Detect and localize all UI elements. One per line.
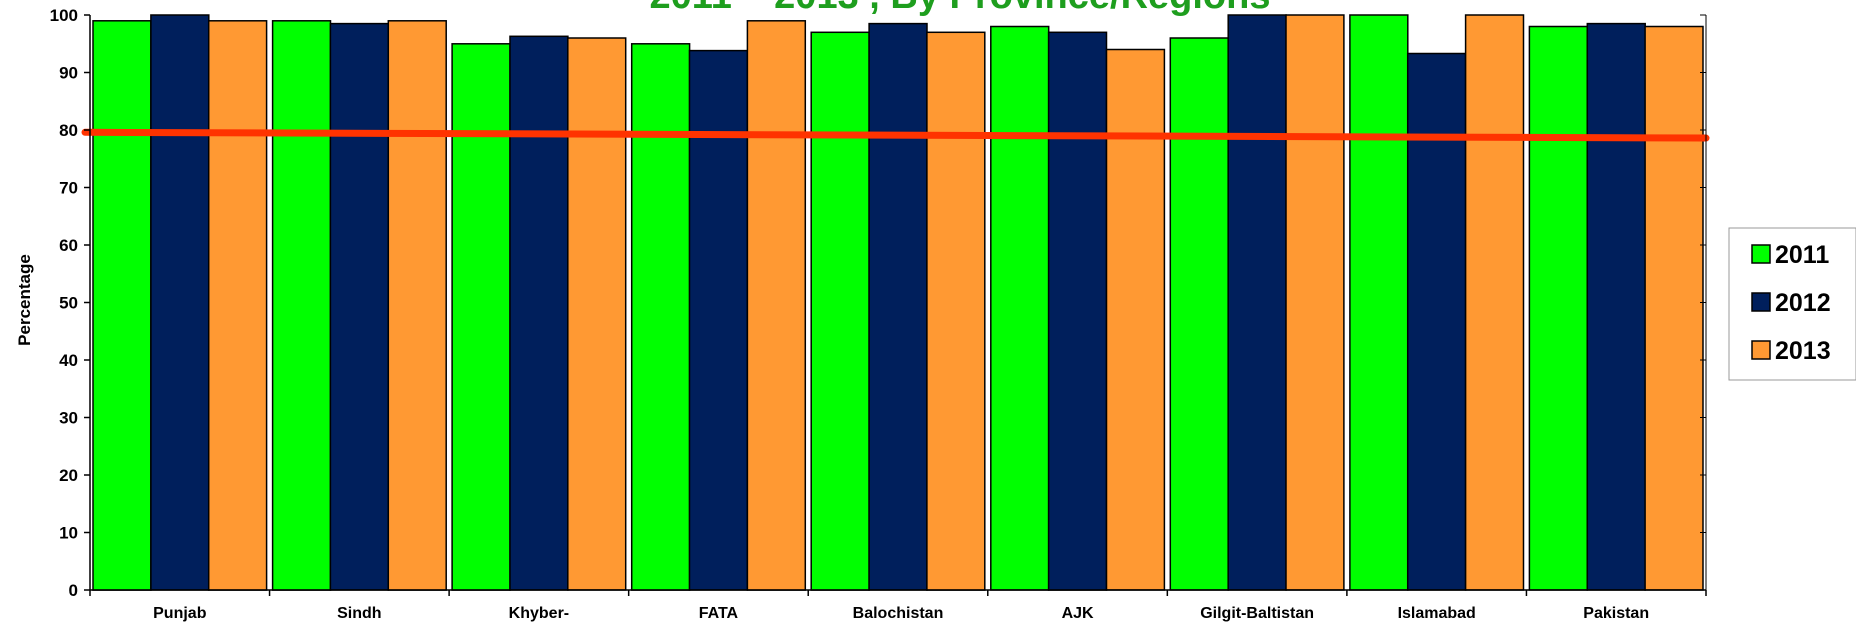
chart-title: 2011 – 2013 , By Province/Regions [649, 0, 1270, 17]
y-tick-label: 50 [59, 294, 78, 313]
y-tick-label: 60 [59, 236, 78, 255]
reference-line [81, 128, 1710, 142]
bar-group-khyber- [451, 35, 627, 591]
bar-2012-pakistan [1586, 22, 1646, 591]
legend-label-2013: 2013 [1775, 337, 1831, 365]
bar-2011-fata [630, 43, 691, 591]
x-tick-label: Punjab [153, 605, 207, 622]
bar-2013-ajk [1105, 48, 1166, 591]
x-tick-label: Islamabad [1398, 605, 1476, 622]
bar-2011-gilgit-baltistan [1169, 37, 1229, 591]
bar-2013-khyber- [567, 37, 627, 591]
axis-layer: Punjab Sindh Khyber- FATA Balochistan AJK Gilg… [50, 6, 1707, 622]
bar-2013-balochistan [926, 31, 986, 591]
y-tick-label: 0 [69, 581, 78, 600]
bars-layer [81, 14, 1710, 591]
bar-2012-punjab [150, 14, 210, 591]
bar-2013-fata [746, 20, 807, 591]
x-tick-label: Gilgit-Baltistan [1200, 605, 1314, 622]
bar-2012-ajk [1047, 31, 1108, 591]
bar-2011-sindh [271, 20, 332, 591]
bar-2013-islamabad [1464, 14, 1525, 591]
bar-2013-pakistan [1644, 25, 1704, 591]
x-tick-label: AJK [1062, 605, 1094, 622]
y-tick-label: 30 [59, 409, 78, 428]
legend-label-2011: 2011 [1775, 241, 1829, 269]
bar-group-fata [630, 20, 807, 591]
bar-2011-punjab [92, 20, 152, 591]
bar-group-ajk [990, 25, 1166, 591]
bar-2013-gilgit-baltistan [1285, 14, 1345, 591]
y-tick-label: 20 [59, 466, 78, 485]
bar-2012-sindh [329, 22, 390, 591]
bar-2012-gilgit-baltistan [1227, 14, 1287, 591]
bar-group-pakistan [1528, 22, 1704, 591]
bar-group-balochistan [810, 22, 986, 591]
bar-2012-islamabad [1406, 52, 1467, 591]
bar-2013-sindh [387, 20, 447, 591]
y-tick-label: 80 [59, 121, 78, 140]
legend: 2011 2012 2013 [1728, 227, 1856, 381]
legend-swatch-2012 [1751, 292, 1771, 312]
bar-2011-ajk [990, 25, 1050, 591]
y-tick-label: 70 [59, 179, 78, 198]
legend-swatch-2011 [1751, 244, 1771, 264]
bar-2011-balochistan [810, 31, 870, 591]
bar-2012-khyber- [509, 35, 569, 591]
bar-2011-pakistan [1528, 25, 1589, 591]
x-tick-label: FATA [699, 605, 739, 622]
y-tick-label: 100 [50, 6, 78, 25]
y-tick-label: 90 [59, 64, 78, 83]
bar-group-gilgit-baltistan [1169, 14, 1345, 591]
bar-group-islamabad [1349, 14, 1525, 591]
bar-group-punjab [92, 14, 268, 591]
bar-group-sindh [271, 20, 447, 591]
y-axis-label: Percentage [15, 254, 34, 346]
bar-2012-balochistan [868, 22, 928, 591]
x-tick-label: Balochistan [853, 605, 944, 622]
y-tick-label: 40 [59, 351, 78, 370]
legend-box [1728, 227, 1856, 381]
legend-label-2012: 2012 [1775, 289, 1831, 317]
bar-2011-khyber- [451, 43, 511, 591]
x-tick-label: Khyber- [509, 605, 569, 622]
legend-swatch-2013 [1751, 340, 1771, 360]
bar-2013-punjab [207, 20, 268, 591]
bar-2011-islamabad [1349, 14, 1409, 591]
bar-2012-fata [688, 49, 749, 591]
x-tick-label: Sindh [337, 605, 381, 622]
y-tick-label: 10 [59, 524, 78, 543]
x-tick-label: Pakistan [1583, 605, 1649, 622]
